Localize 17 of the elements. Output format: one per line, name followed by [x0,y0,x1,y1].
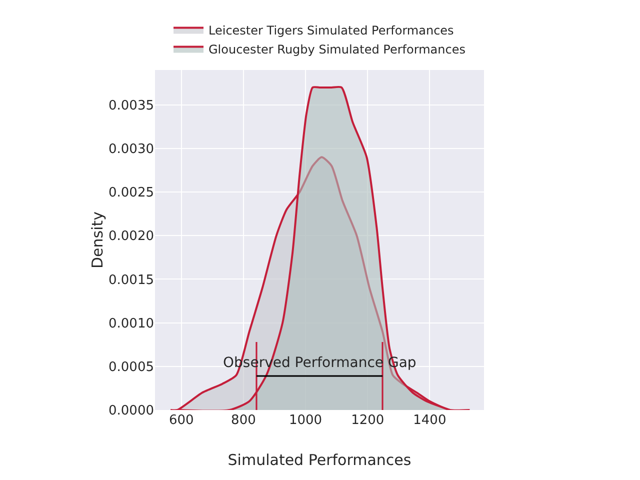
y-axis-title: Density [88,211,106,269]
y-tick-label: 0.0010 [108,316,154,332]
x-tick-label: 1400 [413,413,446,428]
y-tick-label: 0.0000 [108,404,154,419]
x-tick-label: 600 [168,413,194,428]
y-tick-label: 0.0005 [108,360,154,375]
y-tick-label: 0.0025 [108,186,154,201]
y-tick-label: 0.0035 [108,98,154,114]
x-tick-label: 1000 [288,413,322,428]
y-tick-label: 0.0030 [108,142,154,158]
x-tick-label: 800 [231,413,256,428]
legend-label: Gloucester Rugby Simulated Performances [208,42,466,56]
x-axis-title: Simulated Performances [228,451,412,469]
x-tick-label: 1200 [351,413,384,428]
y-tick-label: 0.0015 [108,272,154,288]
y-tick-label: 0.0020 [108,229,154,244]
legend-label: Leicester Tigers Simulated Performances [208,23,454,38]
